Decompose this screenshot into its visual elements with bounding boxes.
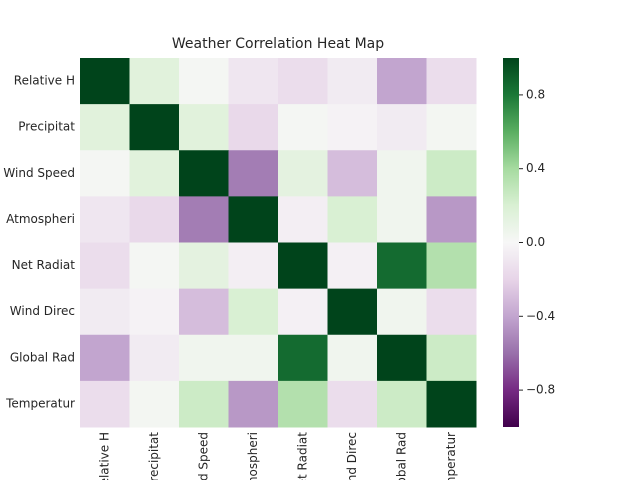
heatmap-cell	[228, 104, 279, 151]
x-tick-label: Atmospheri	[246, 432, 260, 480]
heatmap-cell	[278, 150, 328, 197]
heatmap-cell	[129, 288, 180, 336]
y-tick-label: Precipitat	[18, 120, 75, 134]
colorbar-tick-label: 0.8	[526, 87, 545, 101]
y-tick-label: Atmospheri	[6, 212, 75, 226]
y-tick-label: Wind Speed	[3, 166, 75, 180]
heatmap-cell	[377, 104, 427, 151]
heatmap-cell	[377, 196, 427, 243]
heatmap-cell	[228, 288, 279, 336]
heatmap-cell	[426, 104, 477, 151]
heatmap-cell	[179, 104, 229, 151]
heatmap-cell	[278, 334, 328, 382]
heatmap-cell	[129, 58, 180, 105]
x-tick-label: Temperatur	[444, 432, 458, 480]
y-tick-label: Wind Direc	[10, 304, 75, 318]
colorbar-tick-label: 0.4	[526, 161, 545, 175]
heatmap-cell	[80, 380, 130, 428]
heatmap-cell	[426, 242, 477, 290]
heatmap-cell	[426, 380, 477, 428]
heatmap-cell	[80, 288, 130, 336]
heatmap-cell	[80, 150, 130, 197]
heatmap-cell	[327, 58, 378, 105]
heatmap-cell	[377, 58, 427, 105]
colorbar	[503, 58, 519, 427]
heatmap-cell	[179, 380, 229, 428]
heatmap-cell	[129, 150, 180, 197]
heatmap-cell	[377, 380, 427, 428]
heatmap-cell	[80, 334, 130, 382]
heatmap-cell	[228, 58, 279, 105]
heatmap-cell	[377, 150, 427, 197]
heatmap-cell	[129, 242, 180, 290]
heatmap-cell	[377, 242, 427, 290]
x-tick-label: Relative H	[97, 432, 111, 480]
heatmap-cell	[327, 196, 378, 243]
heatmap-cell	[278, 288, 328, 336]
heatmap-cell	[278, 380, 328, 428]
y-tick-label: Net Radiat	[12, 258, 76, 272]
heatmap-cell	[129, 104, 180, 151]
heatmap-cell	[278, 58, 328, 105]
heatmap-cell	[179, 150, 229, 197]
y-tick-label: Global Rad	[10, 350, 75, 364]
heatmap-cell	[80, 242, 130, 290]
heatmap-cell	[80, 58, 130, 105]
heatmap-cell	[129, 380, 180, 428]
heatmap-cell	[228, 380, 279, 428]
heatmap-cell	[426, 58, 477, 105]
heatmap-cell	[80, 196, 130, 243]
heatmap-cell	[228, 242, 279, 290]
heatmap-cell	[426, 150, 477, 197]
x-tick-label: Net Radiat	[295, 432, 309, 480]
heatmap-cell	[426, 196, 477, 243]
heatmap-cell	[179, 288, 229, 336]
heatmap-cell	[179, 58, 229, 105]
x-tick-label: Wind Speed	[196, 432, 210, 480]
heatmap-cell	[228, 150, 279, 197]
heatmap-cell	[327, 334, 378, 382]
heatmap-cell	[327, 242, 378, 290]
heatmap-cell	[129, 334, 180, 382]
heatmap-cell	[327, 150, 378, 197]
y-tick-label: Relative H	[14, 74, 75, 88]
heatmap-cell	[80, 104, 130, 151]
chart-title: Weather Correlation Heat Map	[172, 36, 384, 52]
heatmap-cell	[377, 288, 427, 336]
heatmap-cell	[426, 334, 477, 382]
heatmap-cell	[377, 334, 427, 382]
heatmap-cell	[228, 196, 279, 243]
x-tick-label: Global Rad	[394, 432, 408, 480]
heatmap-cell	[129, 196, 180, 243]
heatmap-cell	[426, 288, 477, 336]
y-tick-label: Temperatur	[5, 396, 75, 410]
heatmap-cell	[327, 380, 378, 428]
heatmap-cell	[278, 242, 328, 290]
heatmap-cell	[179, 242, 229, 290]
heatmap-cell	[228, 334, 279, 382]
x-tick-label: Wind Direc	[345, 432, 359, 480]
colorbar-tick-label: −0.4	[526, 309, 555, 323]
x-tick-label: Precipitat	[147, 432, 161, 480]
heatmap-cell	[327, 104, 378, 151]
heatmap-cell	[278, 196, 328, 243]
heatmap-cell	[278, 104, 328, 151]
colorbar-tick-label: −0.8	[526, 383, 555, 397]
colorbar-tick-label: 0.0	[526, 235, 545, 249]
heatmap-cell	[179, 196, 229, 243]
heatmap-cell	[179, 334, 229, 382]
heatmap-cell	[327, 288, 378, 336]
